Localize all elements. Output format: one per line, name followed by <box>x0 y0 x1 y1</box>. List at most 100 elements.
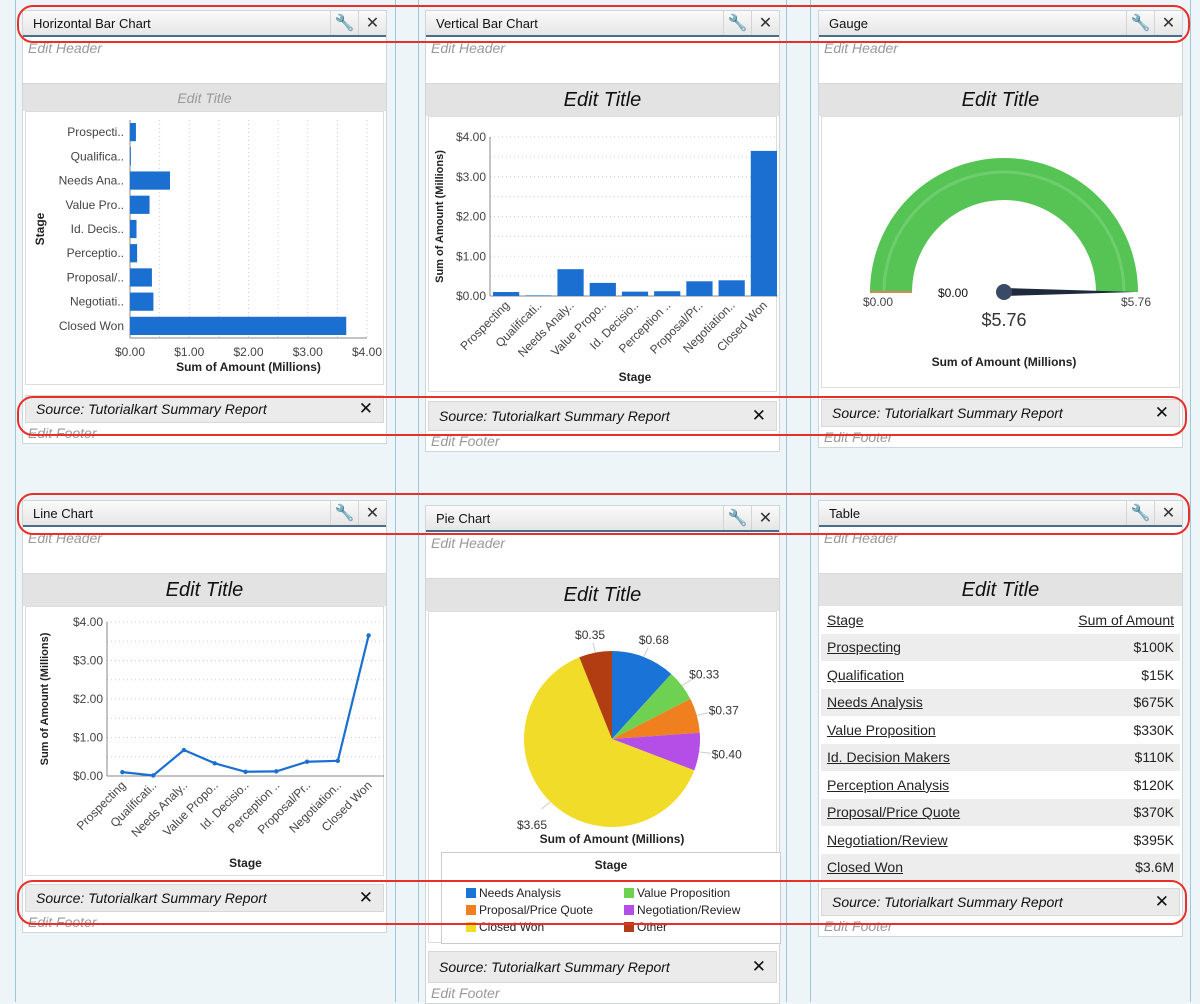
column-header[interactable]: Stage <box>821 606 1027 634</box>
component-header: Gauge 🔧 ✕ <box>819 11 1182 37</box>
close-icon[interactable]: ✕ <box>751 406 766 425</box>
stage-link[interactable]: Needs Analysis <box>827 694 923 711</box>
line-point <box>181 747 187 753</box>
stage-link[interactable]: Id. Decision Makers <box>827 749 950 766</box>
column-divider <box>15 0 16 1002</box>
edit-title[interactable]: Edit Title <box>23 573 386 606</box>
stage-cell[interactable]: Id. Decision Makers <box>821 743 1028 771</box>
spacer <box>426 943 779 951</box>
bar <box>654 291 681 296</box>
source-report-bar: Source: Tutorialkart Summary Report ✕ <box>25 395 384 423</box>
wrench-icon[interactable]: 🔧 <box>723 11 751 35</box>
source-report-label: Source: Tutorialkart Summary Report <box>439 408 670 424</box>
edit-title[interactable]: Edit Title <box>426 83 779 116</box>
stage-link[interactable]: Closed Won <box>827 859 904 876</box>
stage-link[interactable]: Prospecting <box>827 639 901 656</box>
wrench-icon[interactable]: 🔧 <box>723 506 751 530</box>
stage-link[interactable]: Perception Analysis <box>827 776 950 793</box>
stage-cell[interactable]: Negotiation/Review <box>821 826 1027 854</box>
legend-item: Value Proposition <box>624 886 774 900</box>
edit-footer[interactable]: Edit Footer <box>28 425 97 441</box>
pie-label: Sum of Amount (Millions) <box>540 832 685 846</box>
amount-cell: $675K <box>1027 688 1180 716</box>
line-point <box>274 769 279 774</box>
source-report-label: Source: Tutorialkart Summary Report <box>36 890 267 906</box>
pie-slice <box>612 651 672 739</box>
stage-link[interactable]: Qualification <box>827 666 905 683</box>
gauge-arc <box>870 158 1138 292</box>
close-icon[interactable]: ✕ <box>751 11 779 35</box>
stage-cell[interactable]: Value Proposition <box>821 716 1027 744</box>
wrench-icon[interactable]: 🔧 <box>1126 11 1154 35</box>
wrench-icon[interactable]: 🔧 <box>330 11 358 35</box>
wrench-icon[interactable]: 🔧 <box>1126 501 1154 525</box>
edit-footer[interactable]: Edit Footer <box>431 433 500 449</box>
edit-title[interactable]: Edit Title <box>819 83 1182 116</box>
edit-title[interactable]: Edit Title <box>426 578 779 611</box>
source-report-bar: Source: Tutorialkart Summary Report ✕ <box>428 401 777 431</box>
source-report-bar: Source: Tutorialkart Summary Report ✕ <box>821 399 1180 427</box>
component-header: Vertical Bar Chart 🔧 ✕ <box>426 11 779 37</box>
source-report-bar: Source: Tutorialkart Summary Report ✕ <box>821 888 1180 916</box>
gauge-label: Sum of Amount (Millions) <box>932 355 1077 369</box>
line-point <box>120 769 125 775</box>
column-header[interactable]: Sum of Amount <box>1027 606 1180 634</box>
column-header-link[interactable]: Sum of Amount <box>1078 611 1174 628</box>
close-icon[interactable]: ✕ <box>358 501 386 525</box>
gauge-highlight <box>882 170 1126 293</box>
table-row: Qualification $15K <box>821 661 1180 689</box>
stage-link[interactable]: Negotiation/Review <box>827 831 948 848</box>
close-icon[interactable]: ✕ <box>358 888 373 907</box>
gauge-marker-label: $0.00 <box>938 286 968 300</box>
amount-cell: $15K <box>1141 666 1174 683</box>
edit-footer[interactable]: Edit Footer <box>824 918 893 934</box>
close-icon[interactable]: ✕ <box>1154 501 1182 525</box>
column-header-link[interactable]: Stage <box>827 611 864 628</box>
close-icon[interactable]: ✕ <box>751 957 766 976</box>
edit-header[interactable]: Edit Header <box>28 530 102 546</box>
edit-footer[interactable]: Edit Footer <box>824 429 893 445</box>
gauge-needle-hub <box>996 284 1012 300</box>
pie-legend: Stage Needs Analysis Value Proposition Prop… <box>441 852 781 944</box>
close-icon[interactable]: ✕ <box>358 399 373 418</box>
amount-cell: $3.6M <box>1027 853 1180 881</box>
stage-cell[interactable]: Prospecting <box>821 633 1028 661</box>
stage-cell[interactable]: Perception Analysis <box>821 771 1027 799</box>
legend-title: Stage <box>594 858 628 872</box>
gauge-chart-area: $0.00 $5.76 $0.00 $5.76 Sum of Amount (Milli… <box>821 116 1180 388</box>
close-icon[interactable]: ✕ <box>358 11 386 35</box>
edit-footer[interactable]: Edit Footer <box>28 914 97 930</box>
edit-header[interactable]: Edit Header <box>28 40 102 56</box>
edit-header[interactable]: Edit Header <box>824 40 898 56</box>
close-icon[interactable]: ✕ <box>751 506 779 530</box>
edit-header[interactable]: Edit Header <box>431 40 505 56</box>
stage-cell[interactable]: Closed Won <box>821 853 1028 881</box>
stage-cell[interactable]: Needs Analysis <box>821 688 1028 716</box>
stage-link[interactable]: Value Proposition <box>827 721 936 738</box>
line-point <box>335 758 341 763</box>
series-line <box>122 635 370 777</box>
vbar-panel: Vertical Bar Chart 🔧 ✕ Edit Header Edit Titl… <box>425 10 780 452</box>
table-header: Stage Sum of Amount <box>821 606 1180 634</box>
x-axis-label: Sum of Amount (Millions) <box>176 360 321 374</box>
edit-title[interactable]: Edit Title <box>819 573 1182 606</box>
edit-header[interactable]: Edit Header <box>824 530 898 546</box>
wrench-icon[interactable]: 🔧 <box>330 501 358 525</box>
gauge-panel: Gauge 🔧 ✕ Edit Header Edit Title $0.00 $5.76 $0… <box>818 10 1183 448</box>
stage-cell[interactable]: Qualification <box>821 661 1027 689</box>
close-icon[interactable]: ✕ <box>1154 892 1169 911</box>
bar <box>130 292 154 311</box>
legend-label: Proposal/Price Quote <box>479 903 594 917</box>
stage-link[interactable]: Proposal/Price Quote <box>827 804 961 821</box>
stage-cell[interactable]: Proposal/Price Quote <box>821 798 1028 826</box>
edit-header[interactable]: Edit Header <box>431 535 505 551</box>
component-header: Pie Chart 🔧 ✕ <box>426 506 779 532</box>
edit-footer[interactable]: Edit Footer <box>431 985 500 1001</box>
close-icon[interactable]: ✕ <box>1154 11 1182 35</box>
edit-title[interactable]: Edit Title <box>23 83 386 111</box>
bar <box>130 171 170 190</box>
component-type-label: Vertical Bar Chart <box>436 15 538 31</box>
close-icon[interactable]: ✕ <box>1154 403 1169 422</box>
line-point <box>150 773 156 778</box>
line-point <box>304 759 310 764</box>
